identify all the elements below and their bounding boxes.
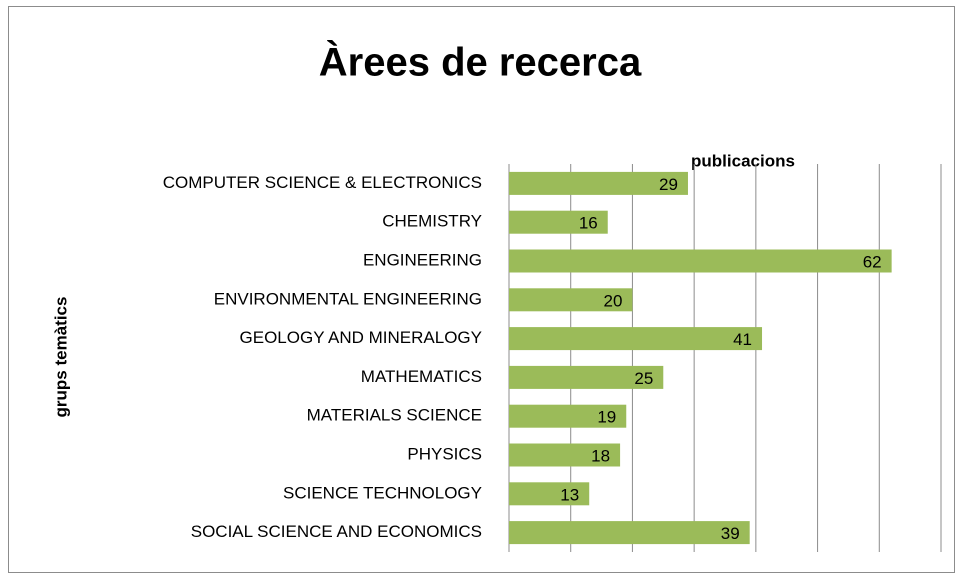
- bar: [509, 327, 763, 351]
- y-axis-label: grups temàtics: [51, 297, 70, 418]
- data-label: 39: [721, 524, 740, 543]
- x-axis-label: publicacions: [691, 151, 795, 170]
- chart-border: [8, 6, 955, 573]
- y-tick-label: SOCIAL SCIENCE AND ECONOMICS: [191, 522, 482, 541]
- data-label: 62: [863, 252, 882, 271]
- bar: [509, 443, 621, 467]
- data-label: 41: [733, 330, 752, 349]
- y-tick-label: SCIENCE TECHNOLOGY: [283, 483, 482, 502]
- bar: [509, 482, 590, 506]
- bar: [509, 404, 627, 428]
- bar: [509, 171, 688, 195]
- data-label: 25: [634, 369, 653, 388]
- data-label: 19: [597, 408, 616, 427]
- bar: [509, 288, 633, 312]
- y-tick-label: ENGINEERING: [363, 250, 482, 269]
- y-tick-label: COMPUTER SCIENCE & ELECTRONICS: [163, 173, 482, 192]
- chart-title: Àrees de recerca: [319, 40, 642, 85]
- bar: [509, 521, 750, 545]
- data-label: 29: [659, 175, 678, 194]
- data-label: 16: [579, 214, 598, 233]
- data-label: 13: [560, 485, 579, 504]
- y-tick-label: GEOLOGY AND MINERALOGY: [240, 328, 482, 347]
- bar: [509, 365, 664, 389]
- y-tick-label: PHYSICS: [407, 444, 482, 463]
- bar: [509, 249, 892, 273]
- data-label: 18: [591, 446, 610, 465]
- y-tick-label: ENVIRONMENTAL ENGINEERING: [214, 289, 482, 308]
- y-tick-label: MATERIALS SCIENCE: [307, 406, 482, 425]
- data-label: 20: [604, 291, 623, 310]
- y-tick-label: CHEMISTRY: [382, 212, 482, 231]
- bar: [509, 210, 608, 234]
- y-tick-label: MATHEMATICS: [361, 367, 482, 386]
